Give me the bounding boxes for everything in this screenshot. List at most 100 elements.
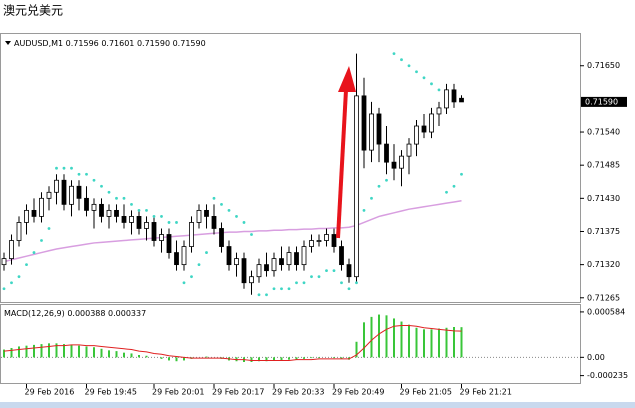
x-tick-label: 29 Feb 2016 — [25, 388, 75, 397]
sar-dot — [377, 184, 381, 188]
candle-body — [174, 252, 179, 266]
macd-bar — [370, 316, 373, 358]
sar-dot — [10, 281, 13, 285]
candle-body — [294, 252, 299, 266]
sar-dot — [302, 281, 306, 285]
sar-dot — [250, 233, 253, 236]
sar-dot — [107, 190, 111, 194]
macd-bar — [183, 357, 185, 361]
sar-dot — [152, 215, 156, 218]
x-tick-label: 29 Feb 20:33 — [272, 388, 324, 397]
sar-dot — [100, 184, 103, 188]
macd-bar — [385, 315, 388, 358]
plot-layer: 0.71650 0.71540 0.71485 0.71430 0.71375 0.713… — [1, 52, 628, 397]
quote: 0.71590 — [137, 39, 170, 48]
macd-bar — [415, 327, 418, 358]
macd-bar — [250, 357, 253, 362]
candle-body — [331, 234, 337, 247]
candle-body — [54, 179, 59, 193]
sar-dot — [227, 208, 231, 212]
sar-dot — [437, 88, 441, 92]
candle-body — [264, 264, 269, 272]
macd-bar — [168, 357, 170, 361]
sar-dot — [175, 221, 178, 224]
macd-bar — [378, 314, 380, 358]
x-tick-label: 29 Feb 20:01 — [152, 388, 204, 397]
x-tick-label: 29 Feb 20:49 — [332, 388, 384, 397]
sar-dot — [85, 172, 88, 176]
sar-dot — [137, 208, 141, 212]
macd-bar — [78, 345, 80, 358]
candle-body — [76, 185, 82, 199]
candle-body — [414, 125, 419, 145]
candle-body — [421, 125, 427, 133]
arrow-shaft — [336, 89, 348, 239]
macd-bar — [18, 346, 20, 358]
sar-dot — [460, 172, 463, 176]
candle-body — [324, 234, 329, 241]
sar-dot — [265, 293, 268, 297]
macd-bar — [63, 344, 65, 358]
sar-dot — [362, 208, 366, 212]
candle-body — [219, 228, 224, 247]
macd-bar — [288, 357, 290, 360]
sar-dot — [2, 287, 6, 291]
sar-dot — [55, 166, 58, 170]
x-tick-label: 29 Feb 19:45 — [85, 388, 137, 397]
price-tag-label: 0.71590 — [585, 97, 618, 106]
sar-dot — [182, 281, 186, 285]
sar-dot — [25, 263, 28, 267]
sar-dot — [310, 275, 313, 279]
candle-body — [129, 216, 134, 223]
macd-bar — [70, 344, 73, 358]
candle-body — [361, 95, 367, 151]
sar-dot — [422, 76, 426, 80]
sar-dot — [407, 64, 411, 68]
sar-dot — [452, 184, 456, 188]
macd-bar — [138, 355, 140, 358]
candle-body — [226, 246, 232, 266]
signal-line — [3, 324, 462, 361]
sar-dot — [445, 190, 448, 194]
macd-bar — [310, 357, 313, 359]
collapse-icon — [5, 41, 11, 45]
y-tick-label: 0.71650 — [587, 61, 620, 70]
candle-body — [436, 107, 442, 115]
sar-dot — [287, 287, 291, 291]
quote: 0.71596 — [66, 39, 99, 48]
arrow-head — [338, 66, 356, 92]
candle-body — [286, 252, 292, 266]
macd-header: MACD(12,26,9) 0.000388 0.000337 — [4, 309, 146, 318]
macd-bar — [295, 357, 298, 360]
macd-bar — [123, 352, 125, 358]
sar-dot — [47, 227, 51, 230]
sar-dot — [242, 221, 246, 224]
macd-bar — [273, 357, 275, 361]
price-header: AUDUSD,M1 0.71596 0.71601 0.71590 0.7159… — [14, 39, 206, 48]
y-tick-label: 0.71265 — [587, 293, 620, 302]
macd-bar — [423, 329, 425, 358]
macd-bar — [85, 346, 88, 358]
macd-bar — [430, 329, 433, 358]
quote: 0.71601 — [101, 39, 134, 48]
candle-body — [166, 234, 172, 253]
macd-bar — [408, 324, 410, 358]
x-tick-label: 29 Feb 21:21 — [460, 388, 512, 397]
macd-bar — [363, 322, 365, 358]
candle-body — [234, 258, 239, 266]
macd-bar — [438, 328, 440, 358]
macd-bar — [93, 347, 95, 358]
sar-dot — [272, 287, 276, 291]
sar-dot — [92, 178, 96, 182]
macd-bar — [48, 343, 50, 358]
macd-bar — [115, 351, 118, 358]
macd-bar — [205, 356, 208, 358]
macd-bar — [445, 327, 448, 358]
candle-body — [271, 258, 277, 272]
sar-dot — [370, 196, 373, 200]
candle-body — [391, 161, 397, 169]
y-tick-label: -0.000235 — [587, 371, 628, 380]
sar-dot — [197, 263, 201, 267]
candle-body — [451, 89, 457, 103]
macd-bar — [33, 344, 35, 358]
